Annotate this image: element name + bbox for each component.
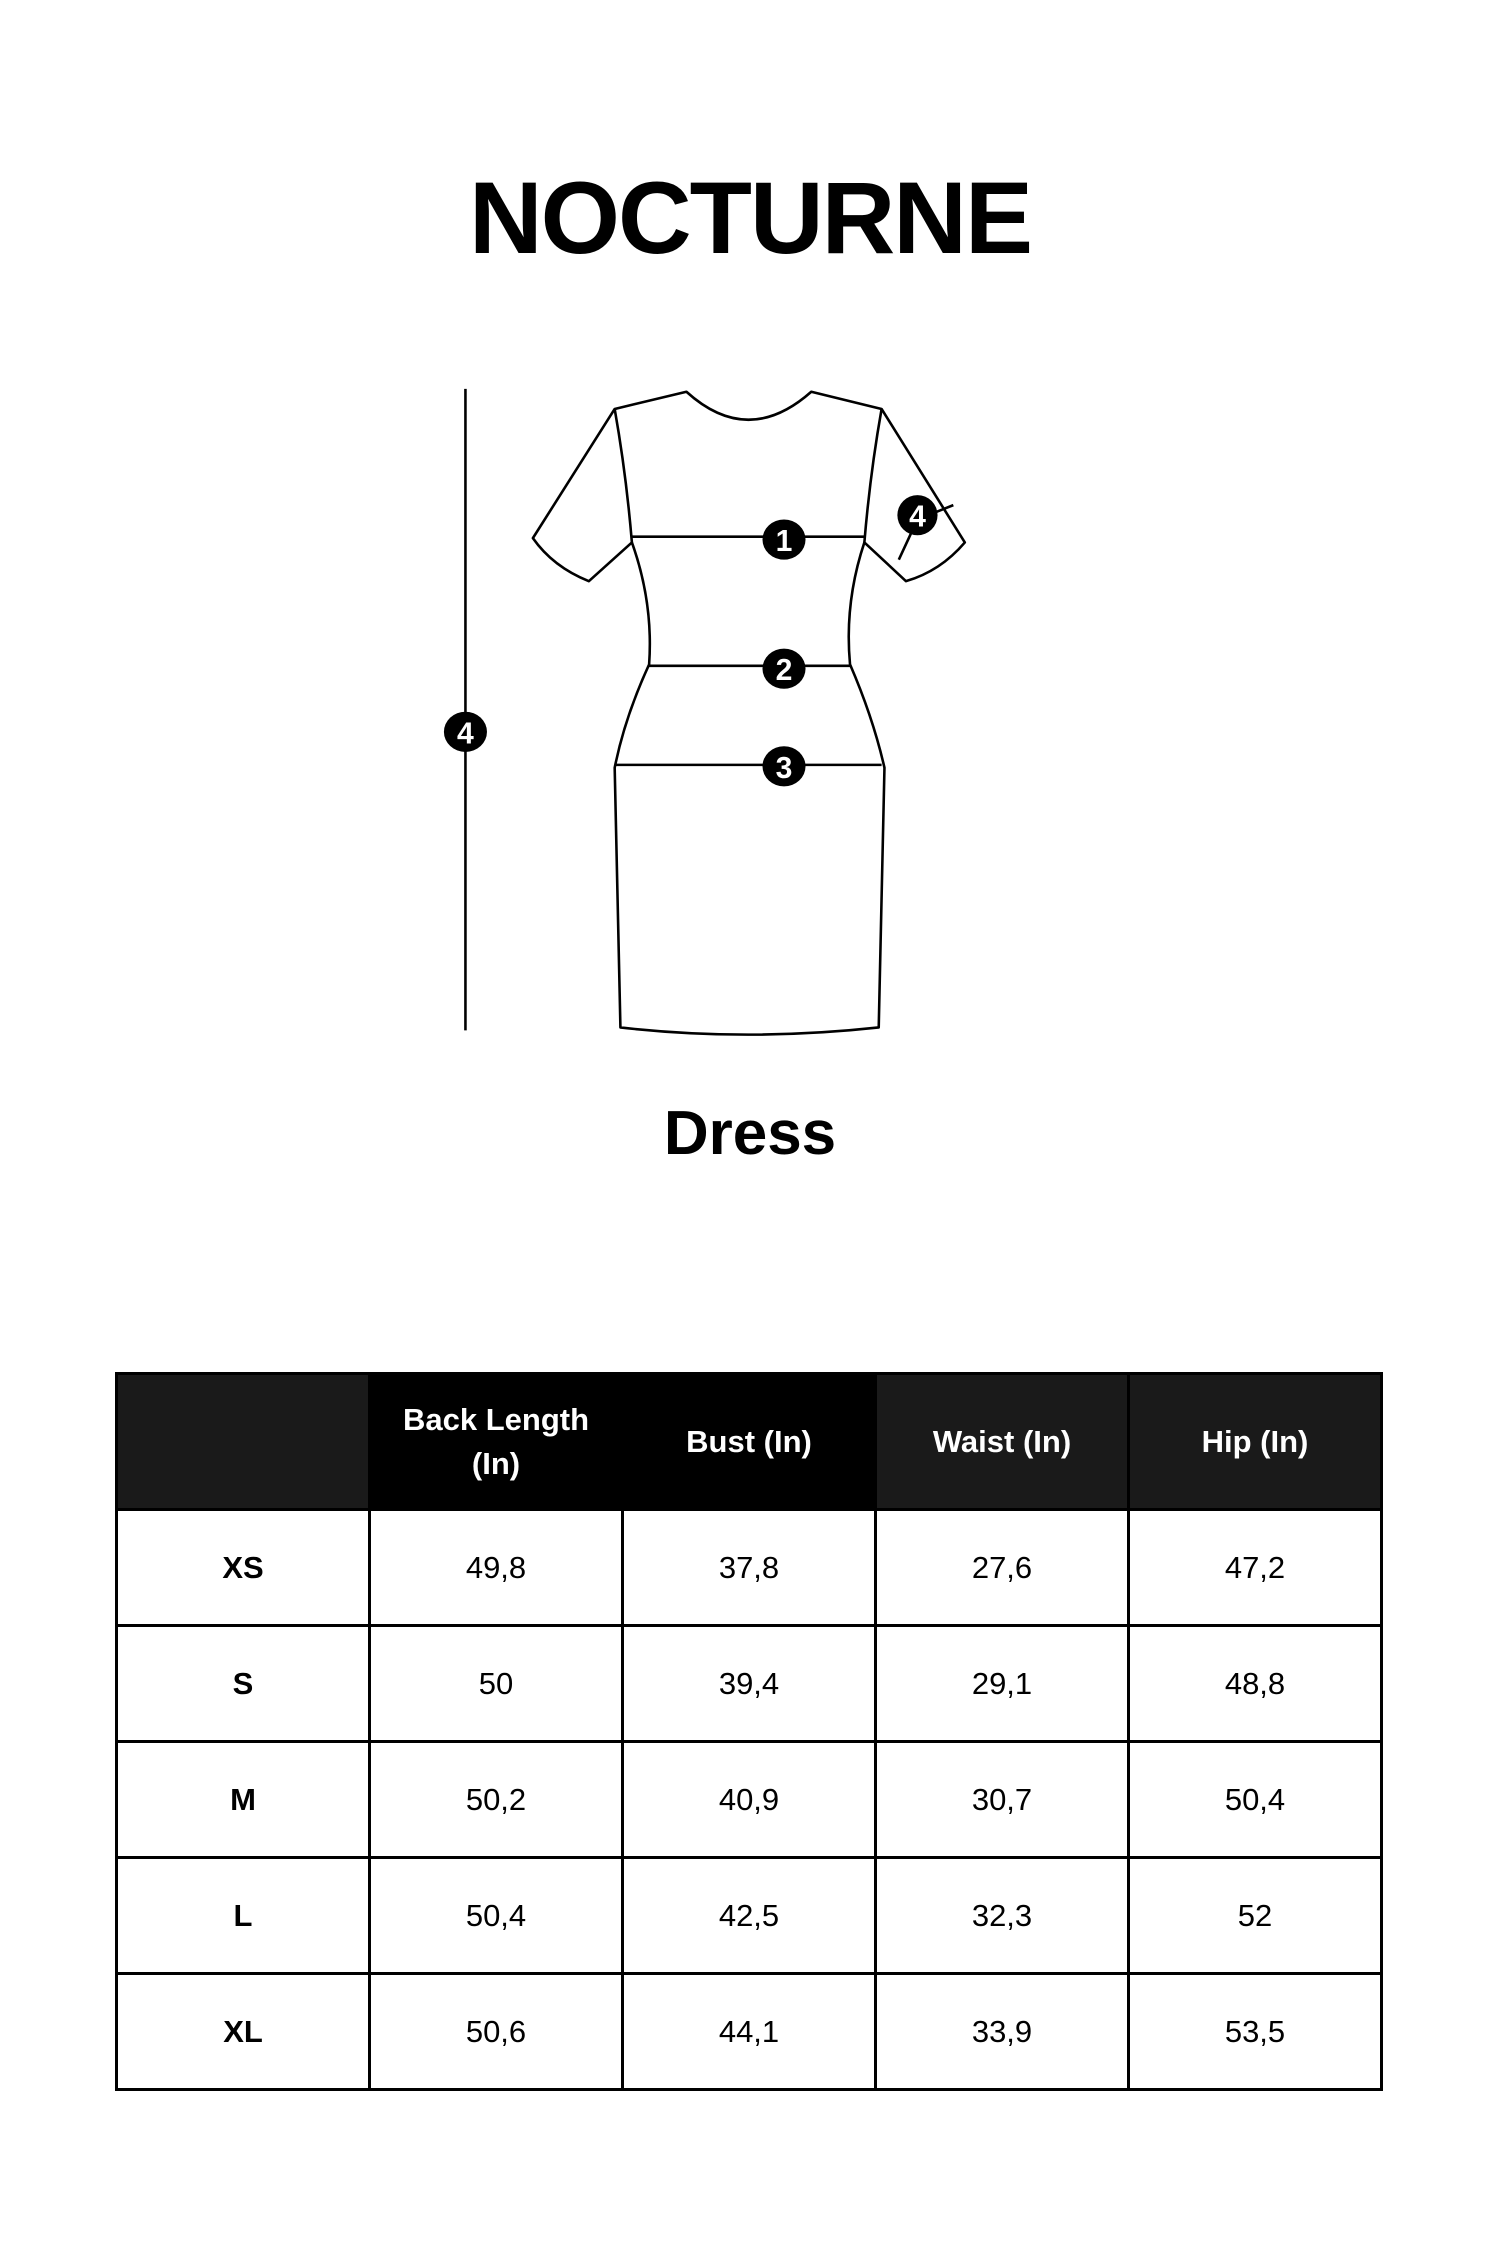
header-bust: Bust (In) xyxy=(621,1372,877,1511)
table-header-row: Back Length (In) Bust (In) Waist (In) Hi… xyxy=(115,1372,1383,1511)
armhole-seam-left xyxy=(613,408,634,543)
header-waist: Waist (In) xyxy=(874,1372,1130,1511)
size-cell: M xyxy=(115,1740,371,1859)
table-row: M 50,2 40,9 30,7 50,4 xyxy=(115,1740,1383,1859)
bust-cell: 37,8 xyxy=(621,1508,877,1627)
back-length-cell: 50,4 xyxy=(368,1856,624,1975)
svg-text:3: 3 xyxy=(776,752,793,785)
bust-cell: 39,4 xyxy=(621,1624,877,1743)
bust-cell: 42,5 xyxy=(621,1856,877,1975)
header-back-length: Back Length (In) xyxy=(368,1372,624,1511)
marker-3: 3 xyxy=(762,746,806,787)
header-hip: Hip (In) xyxy=(1127,1372,1383,1511)
hip-cell: 50,4 xyxy=(1127,1740,1383,1859)
back-length-cell: 49,8 xyxy=(368,1508,624,1627)
armhole-seam-right xyxy=(863,408,883,543)
hip-cell: 52 xyxy=(1127,1856,1383,1975)
garment-title: Dress xyxy=(663,1099,837,1168)
back-length-cell: 50,6 xyxy=(368,1972,624,2091)
svg-text:4: 4 xyxy=(457,717,474,750)
size-cell: L xyxy=(115,1856,371,1975)
table-row: XL 50,6 44,1 33,9 53,5 xyxy=(115,1972,1383,2091)
hip-cell: 48,8 xyxy=(1127,1624,1383,1743)
hip-cell: 53,5 xyxy=(1127,1972,1383,2091)
waist-cell: 30,7 xyxy=(874,1740,1130,1859)
dress-measurement-diagram: 1 2 3 4 4 xyxy=(443,388,967,1036)
svg-text:2: 2 xyxy=(776,654,793,687)
marker-4-sleeve: 4 xyxy=(897,495,938,536)
waist-cell: 29,1 xyxy=(874,1624,1130,1743)
size-cell: S xyxy=(115,1624,371,1743)
bust-cell: 44,1 xyxy=(621,1972,877,2091)
back-length-cell: 50,2 xyxy=(368,1740,624,1859)
hip-cell: 47,2 xyxy=(1127,1508,1383,1627)
size-cell: XL xyxy=(115,1972,371,2091)
svg-text:1: 1 xyxy=(776,525,793,558)
waist-cell: 27,6 xyxy=(874,1508,1130,1627)
waist-cell: 32,3 xyxy=(874,1856,1130,1975)
table-row: S 50 39,4 29,1 48,8 xyxy=(115,1624,1383,1743)
svg-text:4: 4 xyxy=(909,501,926,534)
size-chart-table: Back Length (In) Bust (In) Waist (In) Hi… xyxy=(115,1372,1383,2091)
waist-cell: 33,9 xyxy=(874,1972,1130,2091)
marker-4-length: 4 xyxy=(443,711,487,752)
brand-logo: NOCTURNE xyxy=(469,161,1033,275)
table-row: XS 49,8 37,8 27,6 47,2 xyxy=(115,1508,1383,1627)
table-row: L 50,4 42,5 32,3 52 xyxy=(115,1856,1383,1975)
size-cell: XS xyxy=(115,1508,371,1627)
back-length-cell: 50 xyxy=(368,1624,624,1743)
dress-outline xyxy=(531,390,967,1036)
header-size xyxy=(115,1372,371,1511)
marker-2: 2 xyxy=(762,648,806,689)
marker-1: 1 xyxy=(762,519,806,560)
bust-cell: 40,9 xyxy=(621,1740,877,1859)
